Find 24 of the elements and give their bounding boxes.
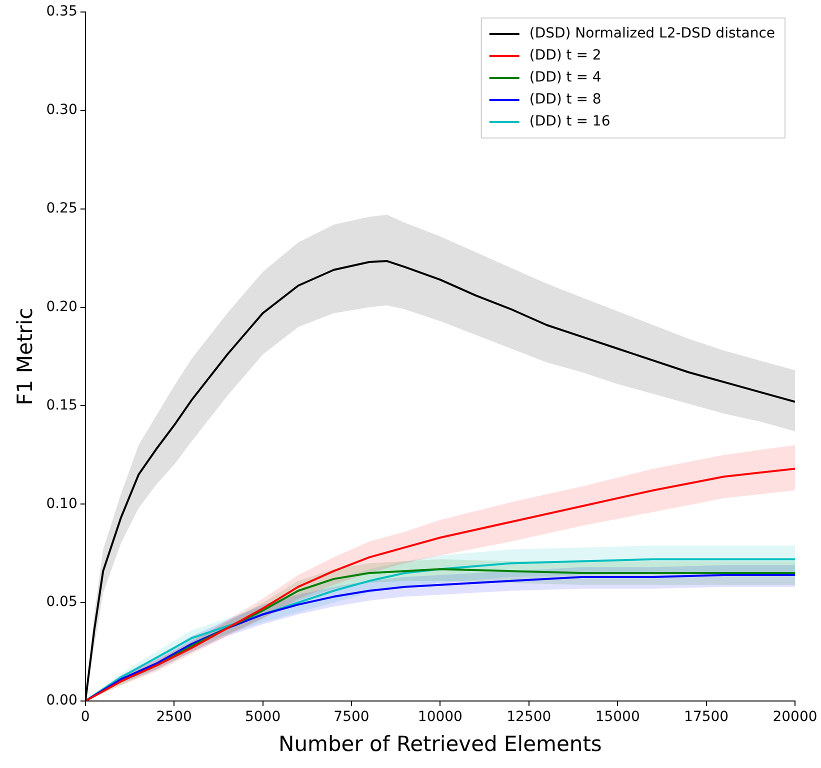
x-tick-label: 17500 [684,709,729,726]
legend-label: (DD) t = 8 [529,92,602,108]
y-tick-label: 0.20 [46,298,78,315]
x-tick-label: 20000 [772,709,818,726]
y-tick-label: 0.30 [46,102,78,118]
x-tick-label: 2500 [156,709,192,726]
x-tick-label: 10000 [418,709,462,726]
y-tick-label: 0.15 [46,397,78,414]
x-tick-label: 0 [80,709,90,726]
y-tick-label: 0.35 [46,4,78,20]
x-tick-label: 12500 [506,709,552,726]
legend-label: (DD) t = 16 [529,114,610,130]
x-tick-label: 15000 [595,709,640,726]
x-tick-label: 5000 [244,709,281,726]
legend-label: (DD) t = 2 [529,48,602,64]
y-tick-label: 0.10 [46,496,78,512]
legend-label: (DD) t = 4 [529,70,602,86]
y-tick-label: 0.05 [46,594,78,610]
y-axis-title: F1 Metric [13,308,38,406]
x-tick-label: 7500 [334,709,370,726]
y-tick-label: 0.25 [46,200,78,216]
y-tick-label: 0.00 [46,692,78,709]
legend-label: (DSD) Normalized L2-DSD distance [529,26,776,42]
x-axis-title: Number of Retrieved Elements [278,732,602,756]
